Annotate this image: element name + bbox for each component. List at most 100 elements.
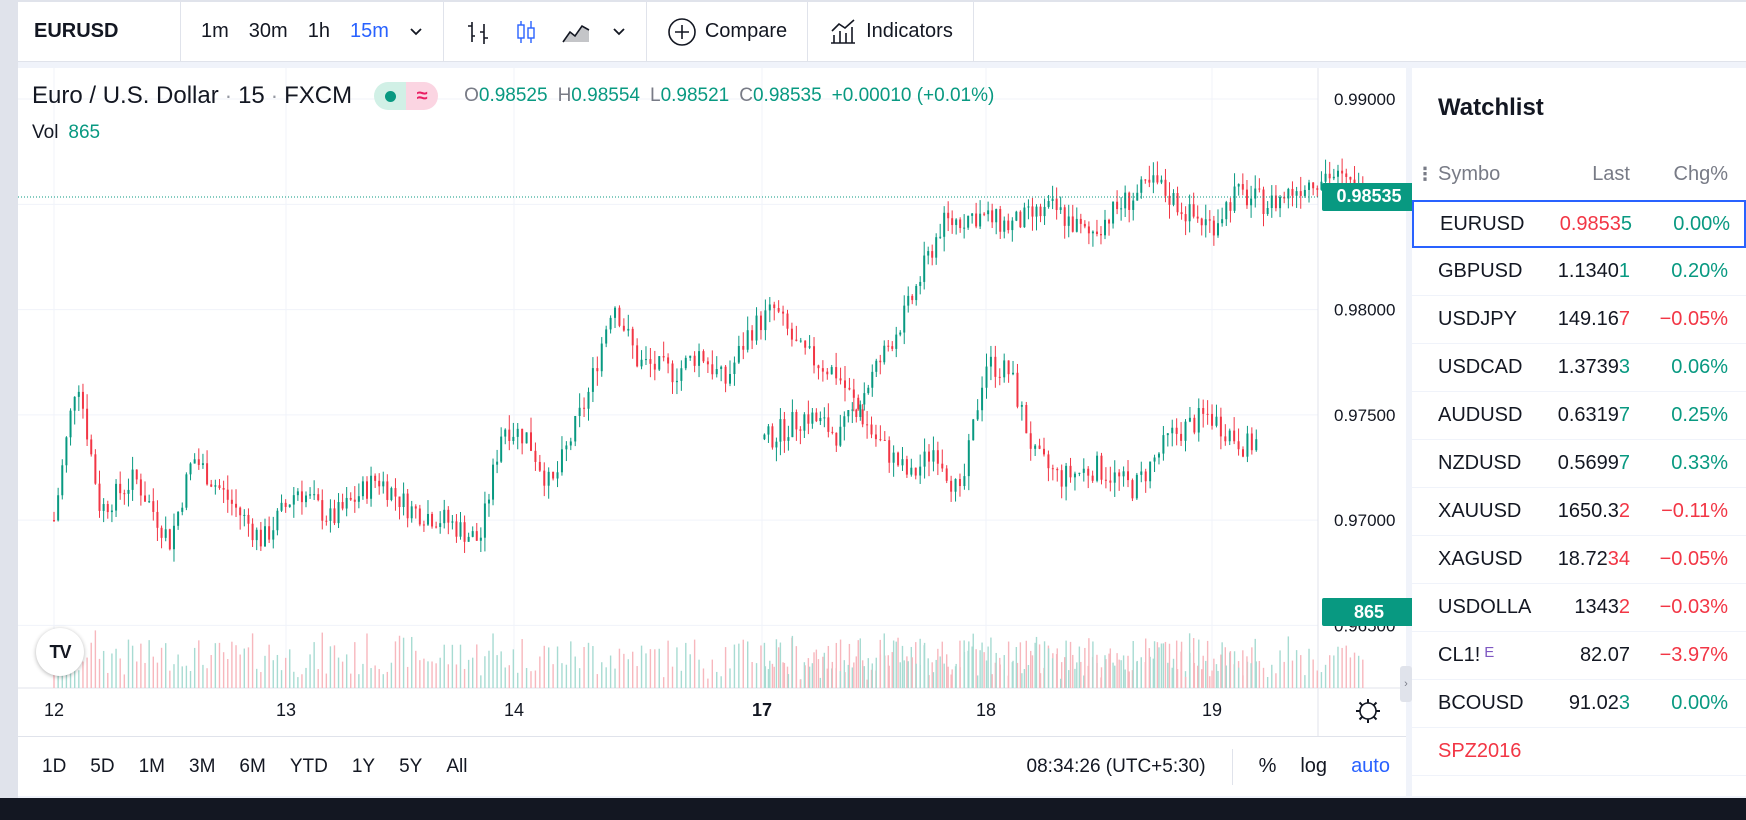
- candle-body: [729, 374, 732, 384]
- watchlist-row[interactable]: USDCAD 1.37393 0.06%: [1412, 344, 1746, 392]
- candle-body: [1120, 208, 1123, 210]
- bars-style-button[interactable]: [454, 2, 502, 61]
- chevron-down-icon: [410, 27, 422, 35]
- candle-body: [1168, 195, 1171, 205]
- candle-body: [1197, 408, 1200, 433]
- candle-body: [972, 419, 975, 441]
- candle-body: [61, 465, 64, 496]
- volume-legend: Vol 865: [32, 122, 100, 144]
- last-volume-label: 865: [1322, 598, 1416, 626]
- range-1d-button[interactable]: 1D: [42, 755, 67, 777]
- candle-body: [251, 523, 254, 541]
- bars-icon: [467, 21, 488, 44]
- clock-timezone-button[interactable]: 08:34:26 (UTC+5:30): [1027, 748, 1233, 785]
- watchlist-change-cell: −0.11%: [1661, 500, 1728, 522]
- time-axis-tick-label: 12: [44, 700, 64, 720]
- market-status-pill[interactable]: ≈: [374, 82, 439, 110]
- watchlist-row[interactable]: GBPUSD 1.13401 0.20%: [1412, 248, 1746, 296]
- tradingview-logo[interactable]: TV: [36, 628, 84, 676]
- interval-1m-button[interactable]: 1m: [201, 20, 229, 42]
- column-last-header[interactable]: Last: [1592, 162, 1630, 185]
- price-chart[interactable]: 0.990000.985000.980000.975000.970000.965…: [18, 68, 1406, 736]
- watchlist-last-cell: 82.07: [1540, 644, 1630, 667]
- chart-panel[interactable]: 0.990000.985000.980000.975000.970000.965…: [18, 68, 1416, 796]
- compare-button[interactable]: Compare: [657, 2, 797, 61]
- candle-body: [313, 494, 316, 496]
- candle-body: [627, 328, 630, 331]
- candle-body: [622, 325, 625, 331]
- watchlist-row[interactable]: XAUUSD 1650.32 −0.11%: [1412, 488, 1746, 536]
- watchlist-row[interactable]: SPZ2016: [1412, 728, 1746, 776]
- candle-body: [680, 368, 683, 381]
- candle-body: [1039, 206, 1042, 217]
- column-drag-handle-icon[interactable]: ⋮: [1416, 163, 1434, 184]
- area-style-button[interactable]: [550, 2, 602, 61]
- settings-gear-icon[interactable]: [1359, 702, 1377, 720]
- percent-scale-button[interactable]: %: [1258, 755, 1277, 777]
- watchlist-row[interactable]: EURUSD 0.98535 0.00%: [1412, 200, 1746, 248]
- symbol-search-button[interactable]: EURUSD: [18, 2, 181, 61]
- watchlist-row[interactable]: USDJPY 149.167 −0.05%: [1412, 296, 1746, 344]
- high-label: H: [557, 85, 572, 106]
- candle-body: [768, 304, 771, 311]
- candle-body: [1091, 231, 1094, 234]
- candle-body: [1023, 207, 1026, 228]
- watchlist-row[interactable]: BCOUSD 91.023 0.00%: [1412, 680, 1746, 728]
- indicators-button[interactable]: Indicators: [818, 2, 963, 61]
- watchlist-row[interactable]: AUDUSD 0.63197 0.25%: [1412, 392, 1746, 440]
- range-3m-button[interactable]: 3M: [189, 755, 216, 777]
- candle-body: [255, 529, 258, 541]
- interval-30m-button[interactable]: 30m: [248, 20, 288, 42]
- candle-body: [345, 497, 348, 509]
- candle-body: [1211, 413, 1214, 426]
- candle-body: [386, 481, 389, 500]
- log-scale-button[interactable]: log: [1300, 755, 1328, 777]
- chart-style-dropdown-button[interactable]: [602, 2, 636, 61]
- watchlist-last-cell: 18.7234: [1540, 548, 1630, 571]
- column-chg-header[interactable]: Chg%: [1673, 162, 1728, 185]
- candle-body: [1241, 184, 1244, 190]
- candle-body: [1148, 179, 1151, 183]
- interval-dropdown-button[interactable]: [399, 2, 433, 61]
- watchlist-row[interactable]: CL1! E 82.07 −3.97%: [1412, 632, 1746, 680]
- watchlist-row[interactable]: USDOLLA 13432 −0.03%: [1412, 584, 1746, 632]
- watchlist-row[interactable]: XAGUSD 18.7234 −0.05%: [1412, 536, 1746, 584]
- auto-scale-button[interactable]: auto: [1351, 755, 1390, 777]
- settings-gear-tooth: [1358, 715, 1364, 721]
- range-5y-button[interactable]: 5Y: [399, 755, 423, 777]
- interval-1h-button[interactable]: 1h: [307, 20, 330, 42]
- candle-body: [1003, 220, 1006, 232]
- candle-body: [1011, 220, 1014, 231]
- panel-collapse-handle[interactable]: ›: [1400, 666, 1412, 702]
- candle-body: [855, 409, 858, 417]
- candle-body: [1332, 176, 1335, 179]
- watchlist-symbol-cell: NZDUSD: [1412, 452, 1540, 475]
- close-value: 0.98535: [752, 85, 822, 106]
- watchlist-symbol-cell: USDJPY: [1412, 308, 1540, 331]
- candle-body: [1202, 408, 1205, 414]
- candle-body: [288, 504, 291, 507]
- interval-15m-button[interactable]: 15m: [349, 20, 389, 42]
- column-symbol-header[interactable]: Symbo: [1438, 162, 1501, 185]
- candle-body: [1157, 453, 1160, 458]
- range-5d-button[interactable]: 5D: [90, 755, 115, 777]
- candle-body: [724, 366, 727, 384]
- candle-body: [987, 210, 990, 215]
- candles-style-button[interactable]: [502, 2, 550, 61]
- watchlist-last-cell: 1.37393: [1540, 356, 1630, 379]
- candle-body: [160, 527, 163, 538]
- candle-body: [1007, 220, 1010, 231]
- candle-body: [406, 493, 409, 519]
- watchlist-row[interactable]: NZDUSD 0.56997 0.33%: [1412, 440, 1746, 488]
- range-1m-button[interactable]: 1M: [138, 755, 165, 777]
- range-all-button[interactable]: All: [446, 755, 468, 777]
- ohlc-values: O 0.98525 H 0.98554 L 0.98521 C 0.98535 +0.0…: [464, 85, 994, 107]
- low-label: L: [649, 85, 661, 106]
- candle-body: [779, 419, 782, 442]
- candle-body: [214, 485, 217, 487]
- range-ytd-button[interactable]: YTD: [289, 755, 328, 777]
- candle-body: [475, 531, 478, 541]
- range-1y-button[interactable]: 1Y: [351, 755, 376, 777]
- range-6m-button[interactable]: 6M: [239, 755, 266, 777]
- candle-body: [1221, 219, 1224, 224]
